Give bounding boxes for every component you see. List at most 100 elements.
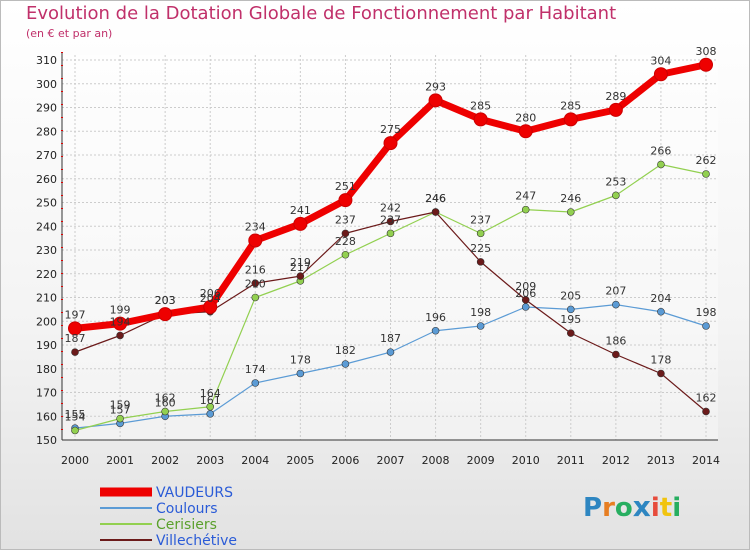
x-tick-label: 2014 xyxy=(692,454,720,467)
data-label: 219 xyxy=(290,256,311,269)
data-point xyxy=(563,112,578,127)
data-label: 187 xyxy=(65,332,86,345)
data-label: 280 xyxy=(515,111,536,124)
data-label: 195 xyxy=(560,313,581,326)
data-point xyxy=(116,331,124,340)
data-label: 186 xyxy=(605,335,626,348)
x-tick-label: 2001 xyxy=(106,454,134,467)
data-point xyxy=(68,321,82,336)
data-point xyxy=(431,208,440,216)
data-label: 161 xyxy=(200,394,221,407)
x-tick-label: 2006 xyxy=(331,454,359,467)
data-point xyxy=(702,407,710,416)
legend-label: Cerisiers xyxy=(156,517,217,533)
data-labels: 197 199 203 206 234 241 251 275 293 285 280 285 289 3… xyxy=(65,45,717,424)
x-tick-label: 2008 xyxy=(422,454,450,467)
x-tick-label: 2011 xyxy=(557,454,585,467)
data-point xyxy=(612,191,620,200)
data-label: 209 xyxy=(515,280,536,293)
data-label: 162 xyxy=(155,392,176,405)
data-point xyxy=(612,300,620,309)
data-point xyxy=(251,279,260,288)
legend-label: VAUDEURS xyxy=(156,485,233,501)
x-tick-label: 2002 xyxy=(151,454,179,467)
data-label: 203 xyxy=(155,294,176,307)
y-tick-label: 180 xyxy=(36,363,57,376)
data-point xyxy=(702,170,710,178)
data-label: 199 xyxy=(110,304,131,317)
data-point xyxy=(657,160,665,169)
data-label: 157 xyxy=(110,403,131,416)
data-label: 234 xyxy=(245,221,266,234)
data-point xyxy=(386,217,395,226)
data-label: 225 xyxy=(470,242,491,255)
data-label: 242 xyxy=(380,202,401,215)
data-label: 159 xyxy=(110,399,131,412)
data-label: 178 xyxy=(650,354,671,367)
data-point xyxy=(251,379,260,387)
data-point xyxy=(158,307,173,322)
y-tick-label: 250 xyxy=(36,197,57,210)
data-label: 182 xyxy=(335,344,356,357)
y-tick-label: 280 xyxy=(36,125,57,138)
data-label: 198 xyxy=(696,306,717,319)
data-label: 247 xyxy=(515,190,536,203)
data-point xyxy=(296,272,305,280)
y-tick-label: 220 xyxy=(36,268,57,281)
y-tick-label: 310 xyxy=(36,54,57,67)
data-point xyxy=(566,208,575,216)
data-label: 237 xyxy=(335,213,356,226)
data-point xyxy=(251,293,260,302)
data-label: 204 xyxy=(650,292,671,305)
data-point xyxy=(161,407,169,416)
data-label: 217 xyxy=(290,261,311,274)
x-tick-label: 2000 xyxy=(61,454,89,467)
data-label: 237 xyxy=(380,213,401,226)
y-tick-label: 210 xyxy=(36,292,57,305)
data-label: 197 xyxy=(65,308,86,321)
x-tick-label: 2012 xyxy=(602,454,630,467)
data-point xyxy=(521,205,530,214)
data-point xyxy=(386,229,395,238)
data-point xyxy=(296,369,305,378)
data-point xyxy=(431,326,440,335)
data-label: 206 xyxy=(200,287,221,300)
y-tick-label: 240 xyxy=(36,220,57,233)
legend-label: Villechétive xyxy=(156,533,237,549)
data-label: 251 xyxy=(335,180,356,193)
data-label: 187 xyxy=(380,332,401,345)
y-tick-label: 190 xyxy=(36,339,57,352)
data-point xyxy=(473,112,488,127)
data-label: 162 xyxy=(696,392,717,405)
data-point xyxy=(702,322,710,330)
data-label: 253 xyxy=(605,175,626,188)
data-label: 174 xyxy=(245,363,266,376)
data-label: 246 xyxy=(425,192,446,205)
data-label: 293 xyxy=(425,80,446,93)
data-point xyxy=(518,124,533,139)
svg-text:Proxiti: Proxiti xyxy=(583,490,681,523)
y-tick-label: 270 xyxy=(36,149,57,162)
data-point xyxy=(341,250,350,259)
axes: 150 160 170 180 190 200 210 220 230 240 250 260 270 2… xyxy=(36,52,720,467)
data-label: 207 xyxy=(605,285,626,298)
x-tick-label: 2007 xyxy=(377,454,405,467)
data-label: 155 xyxy=(65,408,86,421)
data-point xyxy=(566,305,575,314)
series-lines xyxy=(68,57,713,435)
data-label: 237 xyxy=(470,213,491,226)
data-point xyxy=(657,369,665,378)
data-point xyxy=(71,348,79,356)
data-label: 196 xyxy=(425,311,446,324)
data-label: 204 xyxy=(200,292,221,305)
data-point xyxy=(653,67,668,82)
data-label: 154 xyxy=(65,411,86,424)
data-label: 203 xyxy=(155,294,176,307)
data-label: 210 xyxy=(245,278,266,291)
x-tick-label: 2009 xyxy=(467,454,495,467)
x-tick-label: 2005 xyxy=(286,454,314,467)
legend-label: Coulours xyxy=(156,501,218,517)
data-label: 275 xyxy=(380,123,401,136)
data-point xyxy=(203,300,218,314)
